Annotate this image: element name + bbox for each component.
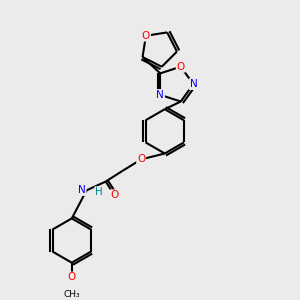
Text: N: N <box>190 79 197 89</box>
Text: O: O <box>177 62 185 72</box>
Text: O: O <box>142 31 150 41</box>
Text: O: O <box>68 272 76 282</box>
Text: O: O <box>110 190 118 200</box>
Text: CH₃: CH₃ <box>64 290 80 299</box>
Text: O: O <box>137 154 145 164</box>
Text: H: H <box>95 187 103 197</box>
Text: N: N <box>78 185 86 195</box>
Text: N: N <box>156 90 164 100</box>
